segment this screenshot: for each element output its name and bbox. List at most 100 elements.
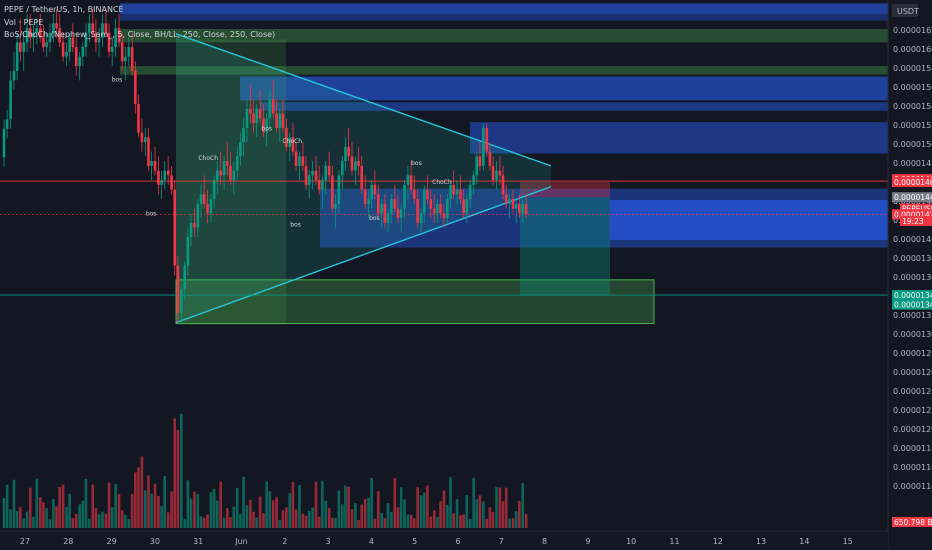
candle (281, 99, 285, 133)
indicator-legend: BoS/ChoCh (Nephew_Sam_, 5, Close, BH/LL,… (4, 30, 275, 39)
volume-bar (28, 487, 32, 528)
candle (426, 175, 429, 204)
candle (508, 194, 511, 219)
volume-bar (150, 493, 153, 528)
volume-bar (524, 513, 528, 528)
price-tick-label: 0.00001620 (893, 26, 932, 35)
price-tick-label: 0.00001260 (893, 368, 932, 377)
candle (311, 161, 314, 190)
candle-body (518, 203, 521, 214)
candle (179, 284, 183, 321)
triangle-lower-line (175, 186, 552, 324)
candle-body (35, 28, 39, 33)
time-tick-label: 30 (150, 537, 160, 546)
volume-bar (373, 518, 377, 528)
volume-bar (390, 511, 393, 528)
volume-bar (173, 418, 177, 528)
candle-body (498, 170, 502, 176)
candle (307, 170, 311, 200)
candle-body (331, 175, 334, 209)
volume-bar (403, 499, 406, 528)
candle (455, 180, 459, 204)
candle-body (511, 199, 515, 209)
candle-body (91, 23, 95, 33)
candle-body (478, 156, 482, 166)
volume-bar (183, 519, 187, 528)
structure-annotation: ChoCh (432, 179, 452, 186)
candle-body (9, 80, 12, 120)
candle (71, 23, 75, 52)
candle (219, 151, 222, 185)
volume-bar (376, 491, 380, 528)
candle (150, 151, 153, 181)
volume-bar (344, 485, 347, 528)
candle-body (147, 137, 150, 166)
volume-bar (78, 504, 81, 528)
candle (252, 99, 255, 133)
candle (235, 146, 239, 181)
candle-body (334, 203, 337, 209)
demand-zone-outline (175, 279, 655, 325)
candle-body (271, 99, 275, 114)
candle (110, 37, 114, 67)
candle (166, 156, 170, 185)
time-tick-label: 11 (669, 537, 679, 546)
candle (373, 170, 377, 200)
volume-bar (406, 514, 410, 528)
volume-bar (449, 477, 452, 528)
candle-body (101, 23, 104, 38)
candle-body (455, 189, 459, 195)
candle-body (390, 199, 393, 214)
volume-bar (350, 509, 354, 528)
volume-bar (311, 507, 314, 528)
price-tick-label: 0.00001560 (893, 83, 932, 92)
volume-bar (215, 500, 219, 528)
candle-body (403, 184, 406, 209)
symbol-title: PEPE / TetherUS, 1h, BINANCE (4, 5, 124, 14)
candle (32, 23, 35, 52)
candle-body (341, 161, 344, 176)
candle (130, 32, 134, 76)
volume-bar (91, 484, 95, 528)
candle-body (199, 194, 203, 204)
candle-body (61, 42, 65, 57)
candle (114, 18, 117, 57)
time-tick-label: 6 (455, 537, 460, 546)
candle (104, 9, 108, 38)
candle (120, 32, 124, 71)
candle (393, 184, 397, 214)
candle-body (416, 199, 419, 223)
price-label-box (892, 177, 932, 187)
volume-value-box (892, 517, 932, 527)
candle (468, 180, 472, 209)
volume-bar (2, 498, 6, 528)
candle-body (242, 127, 245, 143)
candle (262, 104, 265, 138)
candle-body (491, 165, 495, 181)
candle-body (321, 180, 324, 190)
volume-bar (25, 511, 29, 528)
time-tick-label: 31 (193, 537, 203, 546)
candle-body (399, 208, 403, 219)
price-tick-label: 0.00001140 (893, 482, 932, 491)
structure-annotation: ChoCh (282, 138, 302, 145)
time-axis-panel (0, 531, 888, 550)
candle (225, 142, 229, 176)
volume-bar (301, 513, 305, 528)
candle (465, 194, 469, 223)
volume-bar (212, 488, 216, 528)
candle-body (104, 23, 108, 33)
candle-body (278, 113, 282, 128)
volume-bar (110, 507, 114, 528)
structure-annotation: bos (146, 210, 157, 217)
candle-body (22, 42, 25, 52)
volume-bar (321, 480, 324, 528)
volume-bar (127, 519, 131, 528)
candle (170, 165, 173, 195)
candle-body (58, 28, 61, 43)
volume-group (2, 413, 528, 528)
zone-box (470, 122, 888, 154)
candle (363, 175, 367, 209)
